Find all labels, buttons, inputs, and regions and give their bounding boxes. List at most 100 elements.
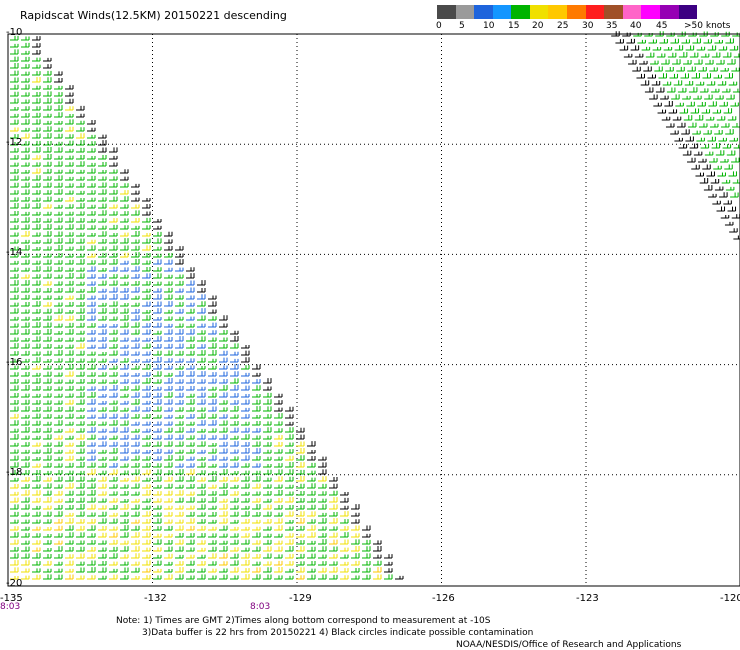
wind-barb — [76, 203, 85, 209]
wind-barb — [120, 518, 129, 524]
wind-barb — [32, 119, 41, 125]
wind-barb — [674, 45, 684, 51]
wind-barb — [164, 414, 173, 419]
wind-barb — [307, 441, 316, 447]
wind-barb — [263, 399, 272, 405]
wind-barb — [131, 295, 140, 300]
wind-barb — [32, 92, 41, 97]
wind-barb — [175, 463, 184, 468]
wind-barb — [230, 560, 239, 566]
wind-barb — [120, 470, 129, 475]
wind-barb — [164, 294, 173, 300]
wind-barb — [120, 294, 129, 300]
lat-label-14: -14 — [6, 247, 23, 258]
wind-barb — [175, 449, 184, 454]
wind-barb — [219, 407, 228, 412]
wind-barb — [702, 164, 711, 170]
wind-barb — [131, 546, 140, 552]
wind-barb — [32, 190, 41, 195]
wind-barb — [644, 87, 654, 93]
wind-barb — [663, 46, 673, 51]
wind-barb — [197, 498, 206, 503]
wind-barb — [10, 63, 19, 69]
wind-barb — [76, 337, 85, 342]
wind-barb — [87, 497, 96, 503]
wind-barb — [76, 407, 85, 412]
wind-barb — [109, 491, 118, 496]
wind-barb — [65, 455, 74, 461]
wind-barb — [87, 253, 96, 258]
wind-barb — [655, 87, 665, 93]
wind-barb — [632, 66, 641, 72]
wind-barb — [21, 127, 30, 132]
wind-barb — [230, 385, 239, 391]
wind-barb — [32, 420, 41, 426]
wind-barb — [21, 253, 30, 258]
wind-barb — [87, 378, 96, 384]
wind-barb — [87, 469, 96, 475]
wind-barb — [21, 350, 30, 356]
wind-barb — [120, 434, 129, 440]
wind-barb — [10, 302, 19, 307]
wind-barb — [252, 428, 261, 433]
wind-barb — [208, 365, 217, 370]
wind-barb — [54, 253, 63, 258]
wind-barb — [296, 505, 305, 510]
wind-barb — [109, 512, 118, 517]
wind-barb — [109, 469, 118, 475]
wind-barb — [54, 295, 63, 300]
wind-barb — [54, 463, 63, 468]
wind-barb — [21, 533, 30, 538]
wind-barb — [32, 309, 41, 314]
wind-barb — [43, 204, 52, 209]
wind-barb — [142, 358, 151, 363]
wind-barb — [98, 456, 107, 461]
wind-barb — [98, 567, 107, 573]
wind-barb — [76, 232, 85, 237]
wind-barb — [65, 490, 74, 496]
wind-barb — [175, 519, 184, 524]
wind-barb — [10, 225, 19, 230]
wind-barb — [648, 39, 657, 44]
wind-barb — [131, 343, 140, 349]
wind-barb — [120, 260, 129, 265]
wind-barb — [54, 189, 63, 195]
wind-barb — [109, 553, 118, 559]
wind-barb — [153, 301, 162, 307]
wind-barb — [395, 575, 404, 580]
wind-barb — [21, 274, 30, 279]
wind-barb — [98, 308, 107, 314]
wind-barb — [98, 532, 107, 538]
wind-barb — [10, 35, 19, 41]
wind-barb — [32, 490, 41, 496]
wind-barb — [54, 554, 63, 559]
wind-barb — [682, 95, 691, 100]
wind-barb — [153, 505, 162, 510]
wind-barb — [120, 218, 129, 223]
wind-barb — [65, 547, 74, 552]
wind-barb — [142, 225, 151, 230]
wind-barb — [43, 322, 52, 328]
wind-barb — [285, 406, 294, 412]
wind-barb — [65, 421, 74, 426]
wind-barb — [186, 449, 195, 454]
wind-barb — [76, 428, 85, 433]
wind-barb — [76, 519, 85, 524]
wind-barb — [32, 182, 41, 188]
wind-barb — [142, 301, 151, 307]
wind-barb — [54, 476, 63, 482]
wind-barb — [263, 442, 272, 447]
wind-barb — [733, 144, 740, 149]
wind-barb — [153, 484, 162, 489]
wind-barb — [153, 441, 162, 447]
wind-barb — [153, 364, 162, 370]
wind-barb — [373, 546, 382, 552]
wind-barb — [10, 392, 19, 398]
wind-barb — [142, 456, 151, 461]
wind-barb — [87, 162, 96, 167]
wind-barb — [285, 553, 294, 559]
wind-barb — [318, 554, 327, 559]
wind-barb — [87, 490, 96, 496]
wind-barb — [76, 525, 85, 531]
wind-barb — [274, 525, 283, 531]
